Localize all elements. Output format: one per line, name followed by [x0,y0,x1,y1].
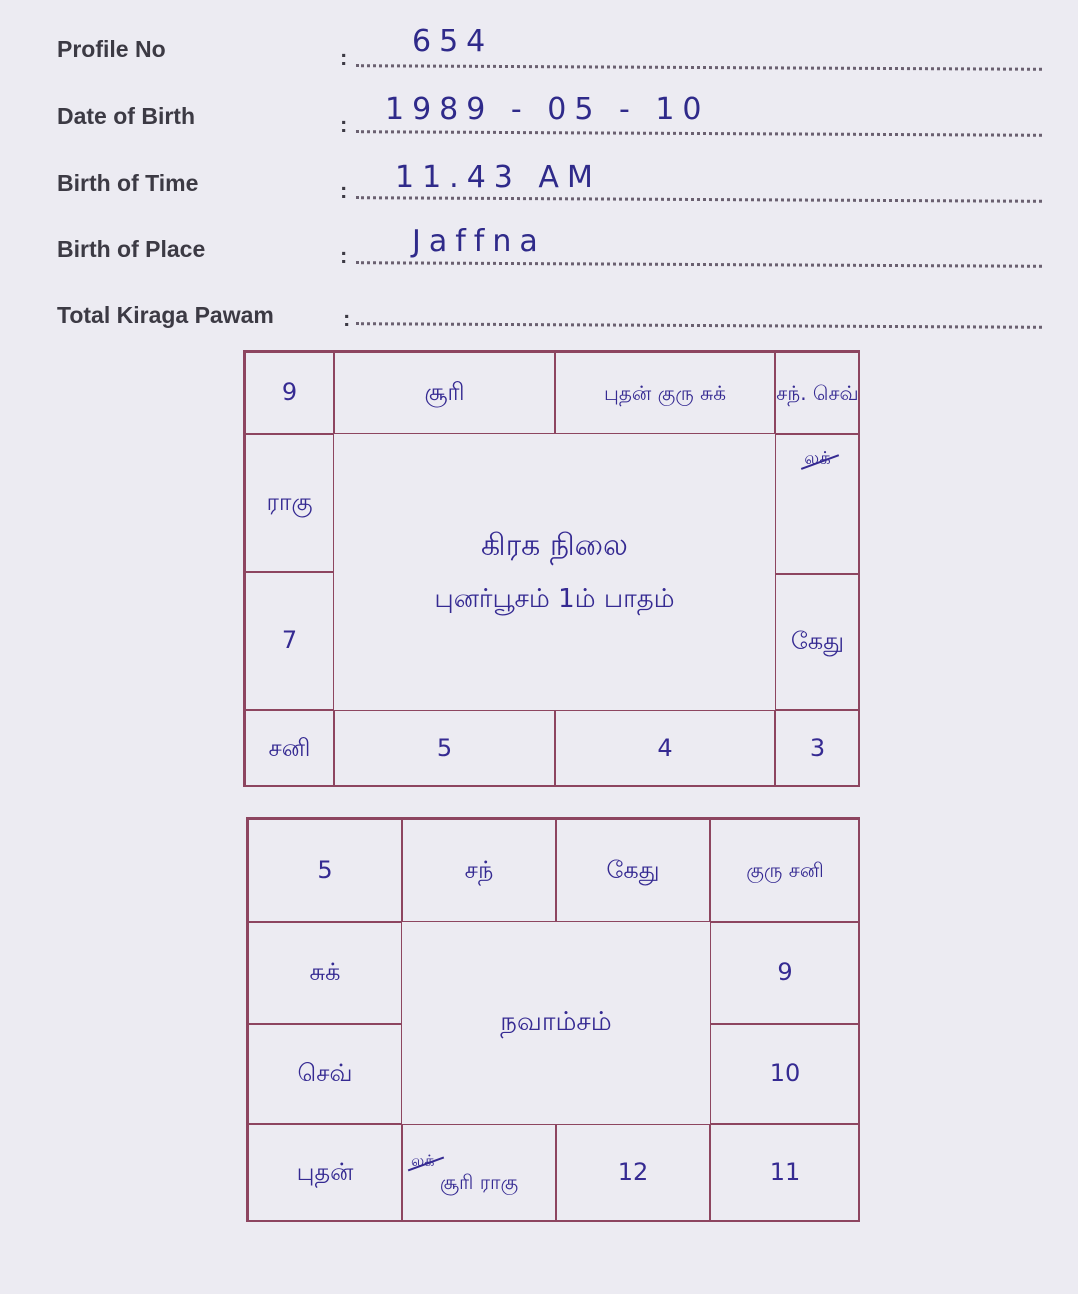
rasi-title: கிரக நிலை [481,527,628,563]
colon: : [343,306,351,331]
rasi-cell: 5 [334,710,555,787]
navamsa-cell: 12 [556,1124,710,1222]
birth-time-label: Birth of Time [57,170,199,196]
rasi-cell: 3 [775,710,860,787]
rasi-chart: 9 சூரி புதன் குரு சுக் சந். செவ் ராகு லக… [243,350,860,787]
dotted-line [355,261,1043,268]
rasi-cell: புதன் குரு சுக் [555,352,775,434]
navamsa-cell: 10 [710,1024,860,1124]
colon: : [340,45,348,70]
rasi-center: கிரக நிலை புனர்பூசம் 1ம் பாதம் [334,434,775,710]
navamsa-cell-text: சூரி ராகு [439,1169,519,1194]
birth-place-label: Birth of Place [57,236,206,262]
rasi-cell: 9 [245,352,334,434]
navamsa-cell: கேது [556,819,710,922]
colon: : [340,112,348,137]
birth-place-value: Jaffna [412,224,546,259]
dotted-line [355,322,1043,329]
total-kiraga-pawam-label: Total Kiraga Pawam [57,302,274,328]
navamsa-title: நவாம்சம் [500,1007,612,1038]
rasi-cell: 4 [555,710,775,787]
navamsa-cell: 11 [710,1124,860,1222]
navamsa-cell: குரு சனி [710,819,860,922]
colon: : [340,178,348,203]
navamsa-cell: லக் சூரி ராகு [402,1124,556,1222]
rasi-cell: லக் [775,434,860,574]
colon: : [340,243,348,268]
rasi-cell: 7 [245,572,334,710]
lagna-mark: லக் [804,448,831,469]
dotted-line [355,64,1043,71]
rasi-subtitle: புனர்பூசம் 1ம் பாதம் [434,584,675,615]
profile-no-value: 654 [412,24,494,59]
dotted-line [355,130,1043,137]
navamsa-center: நவாம்சம் [402,922,710,1124]
navamsa-cell: 5 [248,819,402,922]
rasi-cell: சனி [245,710,334,787]
navamsa-cell: 9 [710,922,860,1024]
navamsa-cell: புதன் [248,1124,402,1222]
lagna-mark: லக் [411,1151,435,1171]
rasi-cell: சந். செவ் [775,352,860,434]
date-of-birth-label: Date of Birth [57,103,195,129]
navamsa-chart: 5 சந் கேது குரு சனி சுக் 9 செவ் 10 புதன்… [246,817,860,1222]
dotted-line [355,196,1043,203]
rasi-cell: ராகு [245,434,334,572]
navamsa-cell: சந் [402,819,556,922]
navamsa-cell: செவ் [248,1024,402,1124]
profile-no-label: Profile No [57,36,166,62]
birth-time-value: 11.43 AM [395,160,601,195]
rasi-cell: சூரி [334,352,555,434]
navamsa-cell: சுக் [248,922,402,1024]
date-of-birth-value: 1989 - 05 - 10 [385,92,710,127]
rasi-cell: கேது [775,574,860,710]
